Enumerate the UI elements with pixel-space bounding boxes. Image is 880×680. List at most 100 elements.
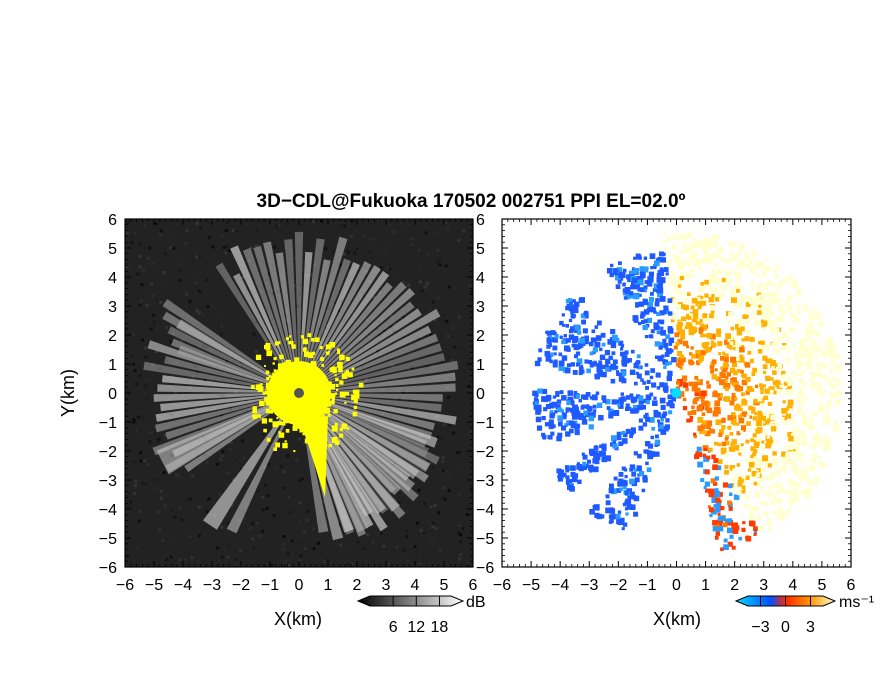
velocity-cell (738, 414, 743, 419)
y-tick-label-right: −1 (476, 415, 494, 432)
noise-speck (424, 537, 428, 541)
overlay-pixel (331, 437, 338, 443)
noise-speck (417, 488, 421, 492)
velocity-cell (584, 405, 589, 409)
velocity-cell (558, 475, 563, 479)
velocity-cell (786, 508, 791, 513)
velocity-cell (673, 288, 679, 294)
velocity-cell (670, 318, 675, 323)
velocity-cell (655, 355, 659, 359)
velocity-cell (625, 395, 631, 400)
velocity-cell (542, 434, 547, 440)
velocity-cell (661, 413, 667, 419)
velocity-cell (723, 379, 728, 384)
noise-speck (262, 284, 266, 288)
velocity-cell (722, 482, 729, 488)
velocity-cell (787, 274, 793, 281)
velocity-cell (702, 240, 706, 244)
noise-speck (265, 425, 269, 428)
velocity-cell (624, 350, 629, 355)
velocity-cell (641, 398, 646, 403)
noise-speck (164, 434, 168, 437)
velocity-cell (693, 313, 699, 320)
velocity-cell (762, 412, 768, 417)
velocity-cell (798, 379, 803, 384)
overlay-pixel (325, 344, 331, 350)
velocity-cell (722, 363, 728, 368)
velocity-cell (770, 322, 774, 326)
velocity-cell (773, 298, 779, 305)
velocity-cell (785, 452, 791, 459)
overlay-pixel (344, 401, 347, 404)
velocity-cell (637, 288, 641, 292)
velocity-cell (641, 488, 646, 493)
noise-speck (178, 262, 182, 266)
velocity-cell (645, 416, 651, 422)
noise-speck (389, 314, 393, 318)
velocity-cell (618, 478, 624, 484)
velocity-cell (700, 424, 706, 429)
noise-speck (133, 232, 137, 236)
velocity-cell (736, 463, 741, 467)
velocity-cell (691, 326, 697, 332)
velocity-cell (645, 400, 650, 405)
velocity-cell (608, 487, 614, 494)
velocity-cell (572, 304, 579, 311)
noise-speck (338, 518, 341, 522)
velocity-cell (794, 482, 801, 489)
velocity-cell (800, 467, 806, 472)
velocity-cell (593, 451, 599, 457)
overlay-pixel (266, 350, 273, 357)
velocity-cell (750, 521, 756, 527)
velocity-cell (631, 349, 635, 354)
velocity-cell (690, 268, 695, 273)
velocity-cell (739, 407, 743, 412)
velocity-cell (668, 410, 673, 415)
velocity-cell (758, 304, 762, 308)
noise-speck (393, 322, 397, 326)
overlay-pixel (330, 400, 335, 405)
noise-speck (143, 459, 147, 463)
velocity-cell (790, 388, 795, 393)
velocity-cell (576, 462, 580, 466)
velocity-cell (770, 362, 776, 369)
velocity-cell (561, 412, 567, 418)
noise-speck (382, 253, 386, 257)
velocity-cell (797, 371, 803, 376)
velocity-cell (704, 469, 710, 475)
velocity-cell (718, 292, 725, 299)
velocity-cell (768, 358, 773, 363)
noise-speck (420, 289, 424, 293)
velocity-cell (723, 544, 729, 550)
velocity-cell (609, 507, 614, 511)
velocity-cell (665, 334, 670, 339)
overlay-pixel (278, 432, 285, 438)
velocity-cell (706, 384, 711, 389)
y-tick-label: −4 (99, 502, 117, 519)
velocity-cell (707, 244, 712, 249)
velocity-cell (664, 247, 668, 251)
noise-speck (393, 275, 397, 279)
velocity-cell (657, 257, 662, 262)
velocity-cell (630, 491, 635, 496)
velocity-cell (609, 508, 616, 514)
velocity-cell (701, 420, 706, 425)
velocity-cell (827, 349, 831, 354)
velocity-cell (622, 485, 627, 490)
noise-speck (337, 221, 341, 224)
noise-speck (312, 547, 316, 551)
velocity-cell (710, 429, 716, 434)
velocity-cell (678, 250, 682, 254)
colorbar-tick-label: 0 (781, 619, 790, 636)
velocity-cell (768, 386, 775, 393)
velocity-cell (691, 361, 695, 365)
velocity-cell (648, 271, 654, 277)
noise-speck (239, 549, 242, 553)
velocity-cell (722, 522, 728, 528)
velocity-cell (663, 342, 669, 348)
noise-speck (195, 255, 199, 259)
noise-speck (349, 234, 353, 238)
noise-speck (462, 229, 466, 233)
velocity-cell (689, 416, 694, 420)
noise-speck (153, 512, 157, 516)
